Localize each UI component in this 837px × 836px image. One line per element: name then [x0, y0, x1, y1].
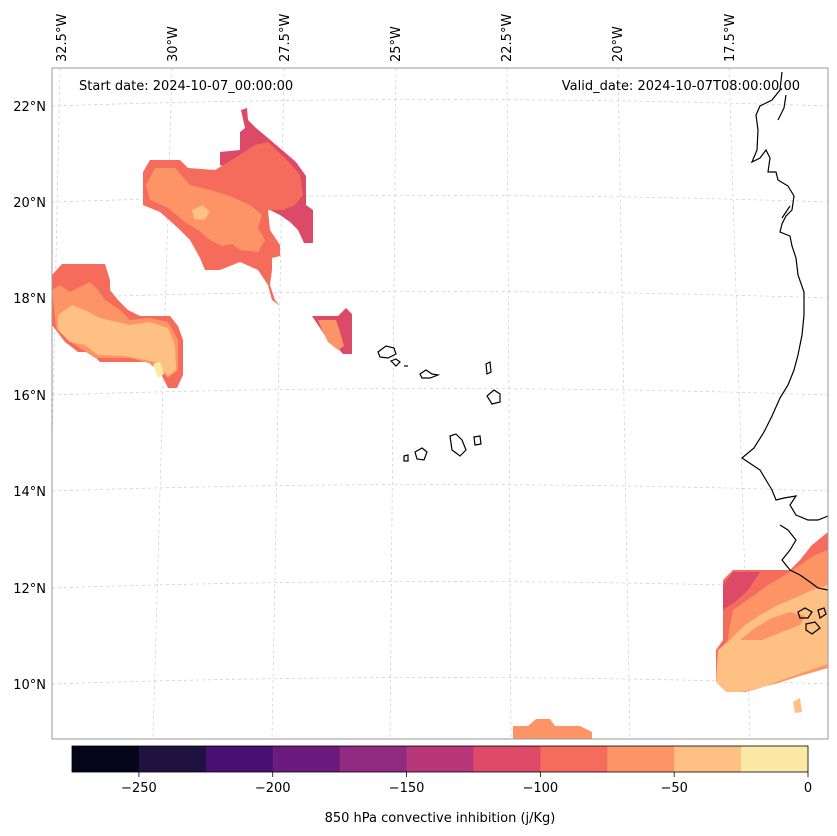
cin-region-nw-peach — [192, 205, 210, 220]
lon-label: 27.5°W — [278, 14, 293, 62]
valid-date-label: Valid_date: 2024-10-07T08:00:00.00 — [562, 79, 800, 94]
colorbar-swatch — [406, 746, 474, 772]
meridian-27-5w — [271, 68, 285, 739]
cin-contour-fields — [52, 108, 828, 739]
colorbar-tick-label: −100 — [523, 781, 559, 796]
colorbar-label: 850 hPa convective inhibition (j/Kg) — [325, 811, 556, 826]
colorbar-swatch — [607, 746, 675, 772]
colorbar-tick-label: −150 — [389, 781, 425, 796]
colorbar-tick-label: 0 — [804, 781, 812, 796]
lat-label: 10°N — [13, 678, 46, 693]
colorbar-ticks: −250 −200 −150 −100 −50 0 — [121, 772, 812, 796]
lon-label: 22.5°W — [500, 14, 515, 62]
coast-bay-detail — [777, 94, 791, 219]
lat-label: 20°N — [13, 196, 46, 211]
guinea-bissau-islands — [797, 607, 827, 635]
colorbar-frame — [71, 745, 809, 773]
cin-region-s-salmon — [513, 719, 592, 739]
parallel-12n — [52, 581, 828, 589]
colorbar: −250 −200 −150 −100 −50 0 850 hPa convective … — [71, 745, 812, 826]
cin-region-se-peach-dot — [793, 698, 802, 713]
colorbar-swatch — [741, 746, 809, 772]
coastlines — [377, 71, 828, 635]
lat-label: 14°N — [13, 485, 46, 500]
colorbar-swatch — [473, 746, 541, 772]
cin-region-w-pale — [153, 362, 164, 378]
parallel-16n — [52, 388, 828, 396]
cin-region-se-salmon-inner — [740, 612, 805, 640]
lon-label: 25°W — [389, 26, 404, 62]
map-content — [52, 68, 828, 739]
colorbar-swatch — [205, 746, 274, 772]
lat-label: 12°N — [13, 582, 46, 597]
colorbar-swatch — [674, 746, 742, 772]
colorbar-tick-label: −200 — [255, 781, 291, 796]
parallel-10n — [52, 677, 828, 685]
start-date-label: Start date: 2024-10-07_00:00:00 — [79, 79, 293, 94]
lat-label: 16°N — [13, 389, 46, 404]
island-sao-vicente — [389, 358, 401, 367]
lon-label: 17.5°W — [723, 14, 738, 62]
meridian-25w — [389, 68, 397, 739]
africa-coastline-south — [779, 524, 828, 591]
lat-label: 22°N — [13, 100, 46, 115]
lat-label: 18°N — [13, 292, 46, 307]
island-fogo — [414, 447, 428, 461]
parallel-22n — [52, 99, 828, 107]
colorbar-tick-label: −50 — [660, 781, 687, 796]
colorbar-swatches — [72, 746, 809, 772]
meridian-20w — [617, 68, 631, 739]
map-frame — [51, 67, 829, 740]
africa-coastline — [740, 71, 828, 521]
cin-region-se-dark — [723, 572, 760, 610]
cin-region-w-peach — [58, 305, 176, 376]
island-santo-antao — [377, 345, 397, 359]
colorbar-swatch — [339, 746, 408, 772]
lon-label: 20°W — [611, 26, 626, 62]
colorbar-swatch — [540, 746, 608, 772]
parallel-18n — [52, 291, 828, 299]
lon-label: 32.5°W — [55, 14, 70, 62]
island-brava — [403, 454, 409, 462]
island-sal — [485, 361, 492, 375]
longitude-labels: 32.5°W 30°W 27.5°W 25°W 22.5°W 20°W 17.5… — [55, 14, 738, 62]
parallel-14n — [52, 484, 828, 492]
island-maio — [473, 435, 482, 446]
island-boa-vista — [486, 389, 501, 405]
island-santiago — [449, 433, 467, 457]
colorbar-swatch — [272, 746, 341, 772]
meridian-30w — [152, 68, 173, 739]
island-sao-nicolau — [419, 369, 441, 379]
meridian-22-5w — [506, 68, 512, 739]
colorbar-swatch — [138, 746, 207, 772]
latitude-labels: 22°N 20°N 18°N 16°N 14°N 12°N 10°N — [13, 100, 46, 693]
cin-region-se-peach — [716, 585, 828, 692]
cin-region-center-salmon — [318, 320, 344, 350]
lon-label: 30°W — [166, 26, 181, 62]
colorbar-swatch — [72, 746, 140, 772]
colorbar-tick-label: −250 — [121, 781, 157, 796]
